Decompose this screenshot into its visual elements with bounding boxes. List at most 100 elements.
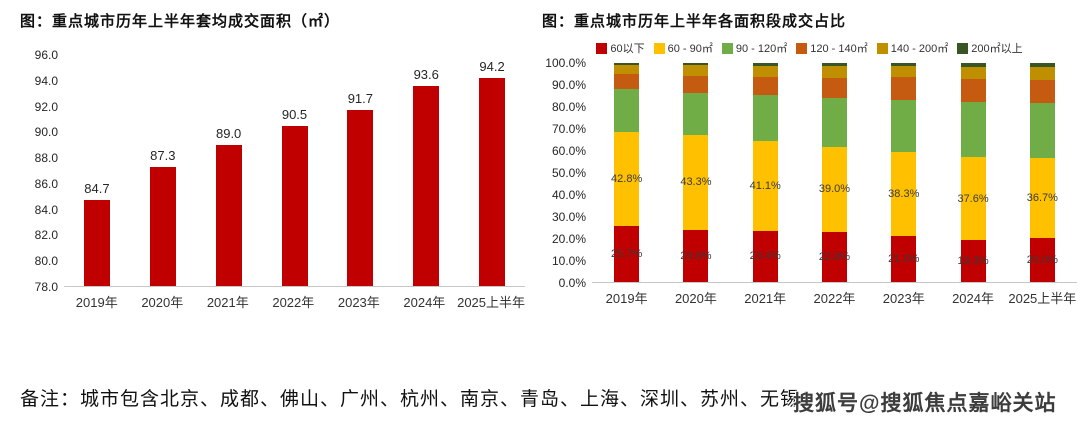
segment-data-label: 41.1% xyxy=(749,179,781,192)
left-y-axis: 96.0 94.0 92.0 90.0 88.0 86.0 84.0 82.0 80.0 78.0 xyxy=(20,48,64,294)
segment-60 - 90㎡: 36.7% xyxy=(1026,157,1058,239)
bar-value-label: 89.0 xyxy=(215,125,242,141)
x-axis-category-label: 2020年 xyxy=(674,291,717,306)
bar-2023年 xyxy=(347,110,374,286)
x-axis-category-label: 2021年 xyxy=(206,295,249,310)
bar-value-label: 91.7 xyxy=(347,91,374,107)
segment-140 - 200㎡ xyxy=(891,66,917,78)
segment-data-label: 23.8% xyxy=(680,249,712,262)
y-axis-tick-label: 80.0% xyxy=(551,100,586,114)
segment-60以下: 19.3% xyxy=(957,239,989,282)
y-axis-tick-label: 90.0 xyxy=(34,125,58,140)
y-axis-tick-label: 78.0 xyxy=(34,280,58,294)
segment-200㎡以上 xyxy=(683,63,709,66)
segment-120 - 140㎡ xyxy=(821,77,847,98)
legend-swatch-icon xyxy=(957,42,969,54)
legend-item: 60以下 xyxy=(596,40,645,56)
x-axis-category-label: 2023年 xyxy=(882,291,925,306)
y-axis-tick-label: 0.0% xyxy=(558,276,586,290)
left-chart-title: 图：重点城市历年上半年套均成交面积（㎡） xyxy=(20,13,341,30)
x-axis-category-label: 2023年 xyxy=(337,295,380,310)
segment-200㎡以上 xyxy=(614,63,640,65)
bar-slot-2025上半年: 94.2 xyxy=(459,55,525,286)
legend-label: 200㎡以上 xyxy=(971,43,1023,55)
x-axis-category-label: 2019年 xyxy=(75,295,118,310)
y-axis-tick-label: 90.0% xyxy=(551,78,586,92)
segment-data-label: 37.6% xyxy=(957,192,989,205)
legend-item: 140 - 200㎡ xyxy=(876,40,949,56)
segment-data-label: 38.3% xyxy=(888,188,920,201)
x-axis-category-label: 2019年 xyxy=(605,291,648,306)
segment-200㎡以上 xyxy=(821,63,847,66)
segment-140 - 200㎡ xyxy=(821,65,847,78)
legend-item: 60 - 90㎡ xyxy=(653,40,713,56)
legend-swatch-icon xyxy=(796,42,808,54)
segment-200㎡以上 xyxy=(1029,63,1055,67)
legend-label: 60以下 xyxy=(610,43,645,55)
y-axis-tick-label: 84.0 xyxy=(34,202,58,217)
right-chart-legend: 60以下 60 - 90㎡ 90 - 120㎡ 120 - 140㎡ 140 - 200… xyxy=(542,41,1077,55)
segment-90 - 120㎡ xyxy=(960,102,986,158)
segment-data-label: 36.7% xyxy=(1026,192,1058,205)
segment-data-label: 20.0% xyxy=(1026,254,1058,267)
legend-label: 90 - 120㎡ xyxy=(735,43,788,55)
segment-60 - 90㎡: 41.1% xyxy=(749,140,781,231)
right-chart-title: 图：重点城市历年上半年各面积段成交占比 xyxy=(542,13,847,30)
y-axis-tick-label: 10.0% xyxy=(551,254,586,268)
bar-2021年 xyxy=(215,144,242,286)
bar-2025上半年 xyxy=(479,78,506,286)
y-axis-tick-label: 40.0% xyxy=(551,188,586,202)
y-axis-tick-label: 92.0 xyxy=(34,99,58,114)
right-chart-body: 100.0% 90.0% 80.0% 70.0% 60.0% 50.0% 40.0% 30.0… xyxy=(542,56,1077,307)
legend-label: 140 - 200㎡ xyxy=(890,43,949,55)
segment-120 - 140㎡ xyxy=(891,77,917,100)
y-axis-tick-label: 70.0% xyxy=(551,122,586,136)
x-axis-category-label: 2025上半年 xyxy=(1008,291,1077,306)
watermark: 搜狐号@搜狐焦点嘉峪关站 xyxy=(793,392,1057,415)
segment-data-label: 21.0% xyxy=(888,253,920,265)
y-axis-tick-label: 94.0 xyxy=(34,73,58,88)
bar-value-label: 87.3 xyxy=(150,147,176,163)
x-axis-category-label: 2024年 xyxy=(952,291,994,306)
segment-data-label: 42.8% xyxy=(611,172,643,185)
y-axis-tick-label: 88.0 xyxy=(34,151,58,166)
y-axis-tick-label: 30.0% xyxy=(551,210,586,224)
x-axis-category-label: 2022年 xyxy=(272,295,315,310)
segment-60以下: 20.0% xyxy=(1026,238,1058,282)
bar-slot-2021年: 89.0 xyxy=(196,55,262,286)
bar-value-label: 84.7 xyxy=(84,181,110,197)
bar-value-label: 94.2 xyxy=(479,59,505,75)
stacked-bar-2023年: 21.0% 38.3% xyxy=(869,63,938,282)
left-chart: 图：重点城市历年上半年套均成交面积（㎡） 96.0 94.0 92.0 90.0 88.… xyxy=(20,10,525,311)
segment-120 - 140㎡ xyxy=(1029,79,1055,103)
segment-60以下: 22.8% xyxy=(819,232,850,282)
segment-60 - 90㎡: 38.3% xyxy=(888,152,920,237)
segment-data-label: 25.7% xyxy=(611,247,643,260)
right-plot-area: 25.7% 42.8% 23.8% 43.3% 23.4% 41.1% 22.8% 39.0%… xyxy=(592,63,1077,283)
bar-value-label: 93.6 xyxy=(413,66,439,82)
segment-60以下: 21.0% xyxy=(888,236,920,282)
y-axis-tick-label: 82.0 xyxy=(34,228,58,243)
bar-2020年 xyxy=(149,166,176,286)
segment-60 - 90㎡: 42.8% xyxy=(611,132,643,226)
x-axis-category-label: 2021年 xyxy=(744,291,787,306)
bar-2019年 xyxy=(83,200,110,286)
segment-140 - 200㎡ xyxy=(614,64,640,74)
y-axis-tick-label: 86.0 xyxy=(34,176,58,191)
x-axis-category-label: 2022年 xyxy=(813,291,856,306)
segment-data-label: 19.3% xyxy=(957,254,989,267)
stacked-bar-2024年: 19.3% 37.6% xyxy=(938,63,1007,282)
segment-60 - 90㎡: 37.6% xyxy=(957,157,989,240)
legend-label: 60 - 90㎡ xyxy=(667,43,713,55)
segment-90 - 120㎡ xyxy=(1029,102,1055,158)
y-axis-tick-label: 100.0% xyxy=(545,56,586,70)
y-axis-tick-label: 50.0% xyxy=(551,166,586,180)
stacked-bar-2022年: 22.8% 39.0% xyxy=(800,63,869,282)
legend-swatch-icon xyxy=(596,42,608,54)
bar-value-label: 90.5 xyxy=(281,106,308,122)
stacked-bar-2020年: 23.8% 43.3% xyxy=(661,63,730,282)
x-axis-category-label: 2025上半年 xyxy=(457,295,526,310)
segment-60以下: 25.7% xyxy=(611,225,643,282)
segment-140 - 200㎡ xyxy=(683,65,709,76)
